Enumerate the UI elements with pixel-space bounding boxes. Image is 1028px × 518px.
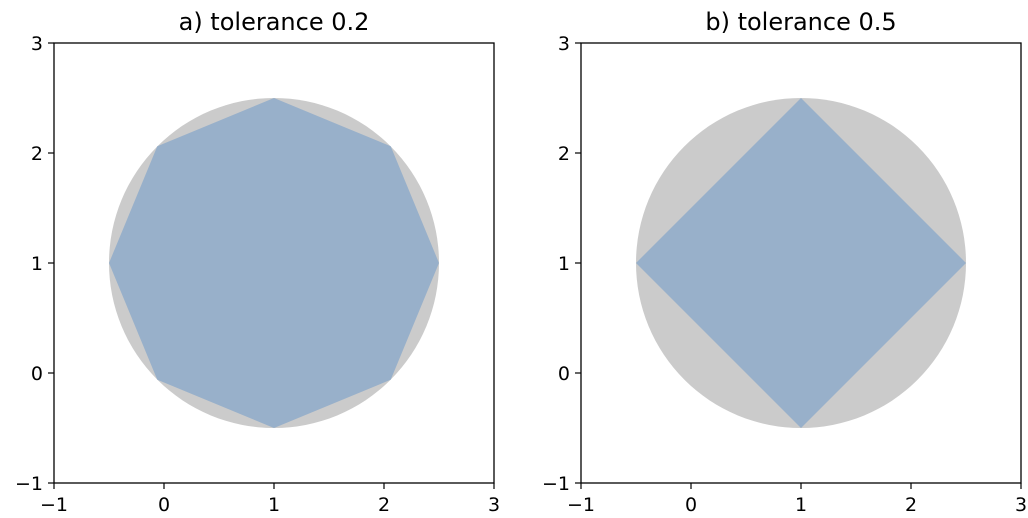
panel-a-marks (109, 98, 439, 428)
panel-a-xtick-label: 3 (488, 494, 500, 516)
panel-b-plot: −1 0 1 2 3 −1 0 1 2 3 (542, 33, 1027, 516)
panel-a-xtick-label: 1 (268, 494, 280, 516)
panel-b-ytick-label: 3 (558, 33, 570, 55)
panel-a: a) tolerance 0.2 −1 0 1 2 3 −1 0 1 2 3 (15, 8, 500, 516)
panel-a-ytick-label: −1 (15, 473, 43, 495)
panel-a-title: a) tolerance 0.2 (179, 8, 370, 36)
panel-b-ytick-label: −1 (542, 473, 570, 495)
panel-b-ytick-label: 0 (558, 363, 570, 385)
panel-a-ytick-label: 2 (31, 143, 43, 165)
panel-a-xtick-label: 2 (378, 494, 390, 516)
panel-b: b) tolerance 0.5 −1 0 1 2 3 −1 0 1 2 3 (542, 8, 1027, 516)
panel-b-xtick-label: 0 (685, 494, 697, 516)
panel-b-ytick-label: 1 (558, 253, 570, 275)
panel-a-ytick-label: 1 (31, 253, 43, 275)
panel-b-xtick-label: −1 (567, 494, 595, 516)
panel-b-xtick-label: 1 (795, 494, 807, 516)
panel-b-xtick-label: 3 (1015, 494, 1027, 516)
panel-b-marks (636, 98, 966, 428)
panel-a-xtick-label: −1 (40, 494, 68, 516)
panel-a-polygon (109, 98, 439, 428)
panel-a-ytick-label: 0 (31, 363, 43, 385)
panel-a-xtick-label: 0 (158, 494, 170, 516)
panel-b-xtick-label: 2 (905, 494, 917, 516)
panel-a-ytick-label: 3 (31, 33, 43, 55)
panel-b-ytick-label: 2 (558, 143, 570, 165)
panel-a-plot: −1 0 1 2 3 −1 0 1 2 3 (15, 33, 500, 516)
panel-b-polygon (636, 98, 966, 428)
panel-b-title: b) tolerance 0.5 (705, 8, 896, 36)
